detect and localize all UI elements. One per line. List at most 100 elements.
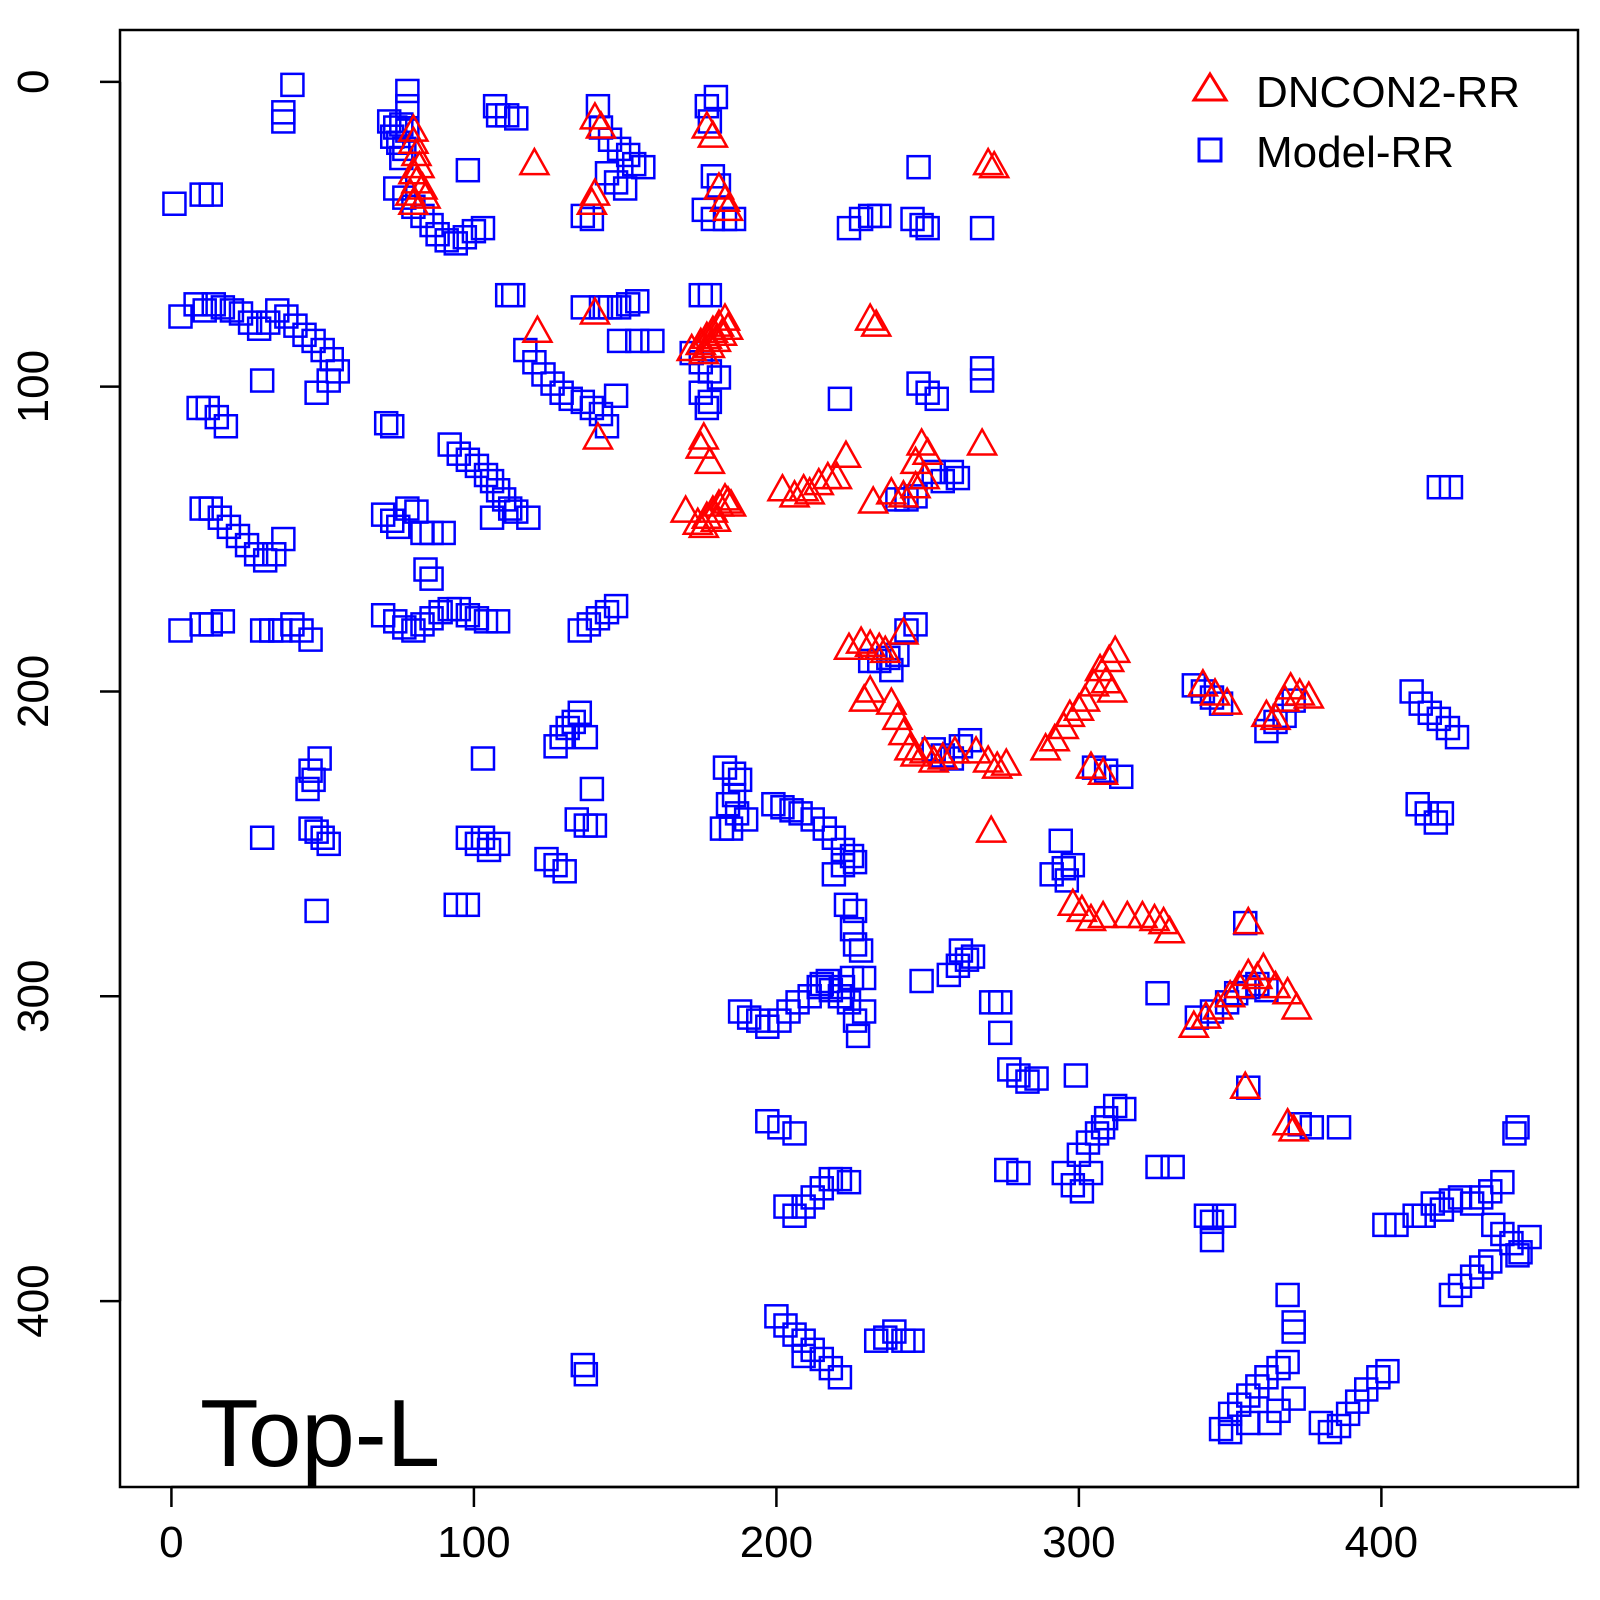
model-rr-point xyxy=(419,566,444,591)
model-rr-point xyxy=(930,468,956,494)
model-rr-point xyxy=(827,386,853,412)
model-rr-point xyxy=(455,892,481,918)
model-rr-point xyxy=(1366,1365,1391,1390)
dncon2-rr-point xyxy=(905,426,938,456)
model-rr-point xyxy=(183,292,208,317)
model-rr-point xyxy=(228,301,254,326)
model-rr-point xyxy=(848,206,874,232)
model-rr-point xyxy=(419,606,444,631)
model-rr-point xyxy=(570,1352,596,1378)
model-rr-point xyxy=(948,938,974,963)
model-rr-point xyxy=(839,843,865,869)
model-rr-point xyxy=(582,813,608,838)
dncon2-rr-point xyxy=(1277,1112,1310,1142)
model-rr-point xyxy=(485,609,511,634)
model-rr-point xyxy=(1414,801,1440,826)
model-rr-point xyxy=(249,825,275,851)
model-rr-point xyxy=(310,337,335,363)
model-rr-point xyxy=(265,298,290,323)
model-rr-point xyxy=(842,898,868,924)
dncon2-rr-point xyxy=(684,430,717,459)
dncon2-rr-point xyxy=(1086,899,1120,929)
model-rr-point xyxy=(606,295,632,320)
model-rr-point xyxy=(866,203,892,229)
model-rr-point xyxy=(1326,1115,1352,1140)
legend-label-model-rr: Model-RR xyxy=(1256,128,1454,177)
dncon2-rr-point xyxy=(844,625,878,654)
model-rr-point xyxy=(621,151,647,177)
model-rr-point xyxy=(703,84,729,110)
dncon2-rr-point xyxy=(1280,990,1313,1020)
model-rr-point xyxy=(237,310,263,335)
model-rr-point xyxy=(1048,828,1073,854)
dncon2-rr-point xyxy=(705,317,739,347)
x-tick-label: 100 xyxy=(437,1518,510,1567)
dncon2-rr-point xyxy=(854,628,887,657)
x-tick-label: 400 xyxy=(1345,1518,1418,1567)
dncon2-rr-point xyxy=(908,460,941,490)
model-rr-point xyxy=(612,176,638,201)
model-rr-point xyxy=(915,215,940,241)
model-rr-point xyxy=(192,298,217,323)
model-rr-point xyxy=(1468,1185,1494,1210)
model-rr-point xyxy=(827,1166,853,1192)
dncon2-rr-point xyxy=(406,170,439,200)
dncon2-rr-point xyxy=(917,743,950,773)
model-rr-point xyxy=(301,328,326,354)
y-tick-label: 100 xyxy=(9,350,58,423)
y-tick-label: 0 xyxy=(9,70,58,94)
model-rr-point xyxy=(461,218,487,244)
model-rr-point xyxy=(815,968,841,994)
model-rr-point xyxy=(830,974,856,1000)
model-rr-point xyxy=(969,215,995,241)
model-rr-point xyxy=(1006,1160,1031,1186)
model-rr-point xyxy=(1481,1212,1506,1238)
model-rr-point xyxy=(812,816,838,841)
dncon2-rr-point xyxy=(394,177,427,206)
model-rr-point xyxy=(906,154,931,180)
model-rr-point xyxy=(1375,1358,1400,1384)
model-rr-point xyxy=(845,1023,871,1049)
model-rr-point xyxy=(395,78,420,104)
model-rr-point xyxy=(909,968,934,994)
model-rr-point xyxy=(818,1355,844,1381)
model-rr-point xyxy=(162,191,187,216)
dncon2-rr-point xyxy=(708,302,742,331)
legend-label-dncon2-rr: DNCON2-RR xyxy=(1256,68,1520,117)
model-rr-point xyxy=(969,368,995,393)
model-rr-point xyxy=(936,962,962,988)
model-rr-point xyxy=(1508,1240,1533,1265)
model-rr-point xyxy=(204,404,230,430)
model-rr-point xyxy=(470,215,496,241)
model-rr-point xyxy=(1084,1121,1110,1146)
dncon2-rr-point xyxy=(575,186,609,215)
model-rr-point xyxy=(216,514,242,540)
model-rr-point xyxy=(773,1194,798,1219)
model-rr-point xyxy=(797,984,822,1009)
model-rr-point xyxy=(688,380,714,405)
model-rr-point xyxy=(770,795,795,820)
model-rr-point xyxy=(1438,474,1464,500)
dncon2-rr-point xyxy=(938,734,972,764)
model-rr-point xyxy=(1281,1319,1306,1344)
model-rr-point xyxy=(476,837,502,863)
dncon2-rr-point xyxy=(669,494,702,523)
model-rr-point xyxy=(210,609,236,634)
model-rr-point xyxy=(198,182,223,207)
dncon2-rr-point xyxy=(975,814,1008,843)
model-rr-point xyxy=(1505,1243,1530,1268)
model-rr-point xyxy=(413,557,438,582)
model-rr-point xyxy=(316,831,341,857)
model-rr-point xyxy=(434,228,459,253)
model-rr-point xyxy=(873,1325,898,1350)
model-rr-point xyxy=(697,389,723,415)
y-tick-label: 400 xyxy=(9,1264,58,1337)
dncon2-rr-point xyxy=(1283,676,1316,706)
model-rr-point xyxy=(271,109,296,134)
model-rr-point xyxy=(836,1169,862,1195)
dncon2-rr-point xyxy=(711,484,745,514)
model-rr-point xyxy=(836,990,862,1015)
model-rr-point xyxy=(210,295,236,320)
model-rr-point xyxy=(767,1008,792,1033)
